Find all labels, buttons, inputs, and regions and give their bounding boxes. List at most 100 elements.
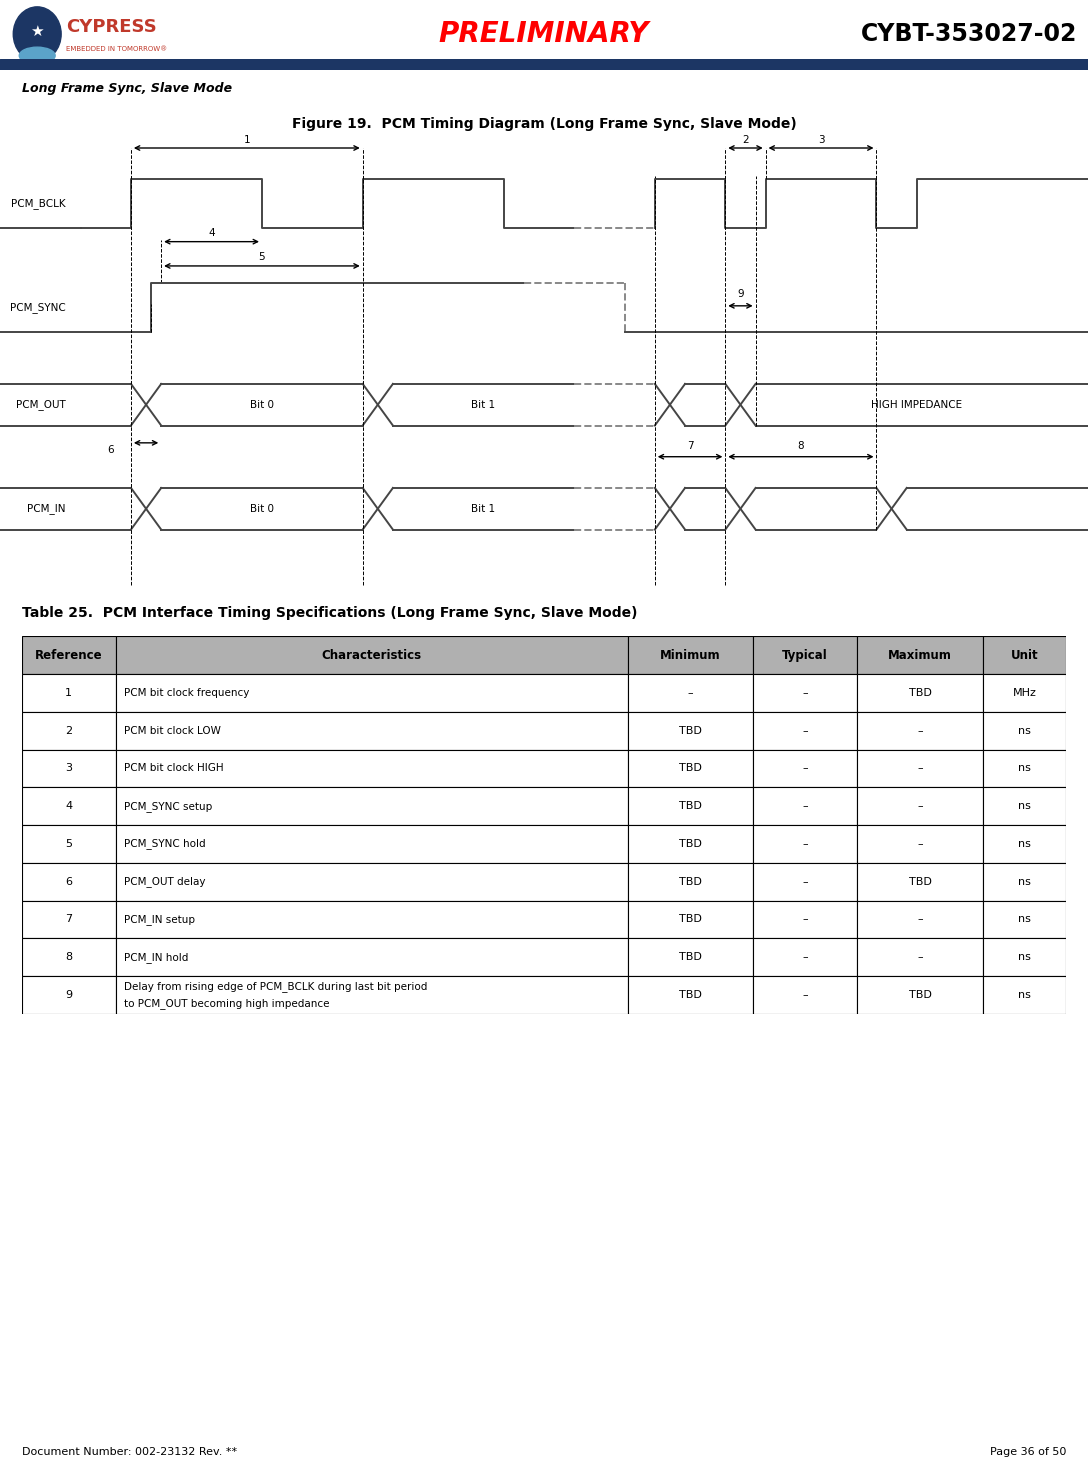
Text: Document Number: 002-23132 Rev. **: Document Number: 002-23132 Rev. ** — [22, 1447, 237, 1456]
Text: 5: 5 — [259, 253, 265, 262]
Text: ns: ns — [1018, 725, 1031, 736]
Text: ★: ★ — [30, 24, 44, 38]
Bar — [982, 675, 1066, 712]
Text: Reference: Reference — [35, 648, 102, 662]
Text: 7: 7 — [65, 915, 72, 925]
Text: HIGH IMPEDANCE: HIGH IMPEDANCE — [871, 400, 962, 410]
Bar — [857, 977, 982, 1014]
Text: PCM_SYNC: PCM_SYNC — [10, 302, 65, 312]
Bar — [982, 900, 1066, 938]
Bar — [753, 675, 857, 712]
Text: 4: 4 — [208, 228, 214, 238]
Text: PCM_BCLK: PCM_BCLK — [11, 198, 65, 209]
Bar — [628, 938, 753, 977]
Bar — [115, 636, 628, 675]
Bar — [857, 750, 982, 787]
Text: PCM bit clock frequency: PCM bit clock frequency — [124, 688, 249, 699]
Text: TBD: TBD — [679, 952, 702, 962]
Bar — [753, 750, 857, 787]
Text: 2: 2 — [65, 725, 72, 736]
Text: –: – — [802, 876, 808, 887]
Bar — [22, 938, 115, 977]
Text: 1: 1 — [244, 135, 250, 145]
Text: 6: 6 — [65, 876, 72, 887]
Text: –: – — [917, 725, 923, 736]
Text: 7: 7 — [687, 441, 693, 451]
Text: PCM bit clock LOW: PCM bit clock LOW — [124, 725, 221, 736]
Text: ns: ns — [1018, 764, 1031, 774]
Bar — [22, 787, 115, 826]
Text: –: – — [917, 839, 923, 850]
Ellipse shape — [20, 47, 55, 64]
Bar — [115, 750, 628, 787]
Text: –: – — [802, 952, 808, 962]
Text: PCM_SYNC hold: PCM_SYNC hold — [124, 839, 206, 850]
Text: –: – — [802, 764, 808, 774]
Bar — [22, 826, 115, 863]
Bar — [628, 675, 753, 712]
Text: ns: ns — [1018, 990, 1031, 1000]
Text: Bit 1: Bit 1 — [471, 400, 496, 410]
Bar — [753, 787, 857, 826]
Bar — [628, 900, 753, 938]
Text: PCM_OUT delay: PCM_OUT delay — [124, 876, 206, 887]
Text: to PCM_OUT becoming high impedance: to PCM_OUT becoming high impedance — [124, 998, 330, 1009]
Text: 8: 8 — [798, 441, 804, 451]
Bar — [753, 900, 857, 938]
Text: 9: 9 — [738, 289, 744, 299]
Text: PCM_IN hold: PCM_IN hold — [124, 952, 188, 962]
Text: ns: ns — [1018, 915, 1031, 925]
Bar — [115, 900, 628, 938]
Text: PCM_SYNC setup: PCM_SYNC setup — [124, 801, 212, 811]
Text: Table 25.  PCM Interface Timing Specifications (Long Frame Sync, Slave Mode): Table 25. PCM Interface Timing Specifica… — [22, 605, 638, 620]
Text: –: – — [802, 915, 808, 925]
Text: –: – — [802, 725, 808, 736]
Bar — [22, 636, 115, 675]
Text: Typical: Typical — [782, 648, 828, 662]
Text: –: – — [802, 688, 808, 699]
Bar — [982, 826, 1066, 863]
Text: 3: 3 — [818, 135, 825, 145]
Bar — [753, 712, 857, 750]
Text: TBD: TBD — [908, 688, 931, 699]
Bar — [115, 675, 628, 712]
Text: –: – — [802, 990, 808, 1000]
Text: ns: ns — [1018, 876, 1031, 887]
Text: Bit 0: Bit 0 — [250, 400, 274, 410]
Bar — [628, 863, 753, 900]
Text: –: – — [802, 839, 808, 850]
Text: –: – — [688, 688, 693, 699]
Text: ns: ns — [1018, 952, 1031, 962]
Bar — [22, 863, 115, 900]
Bar — [753, 863, 857, 900]
Text: 9: 9 — [65, 990, 72, 1000]
Bar — [857, 675, 982, 712]
Bar — [115, 977, 628, 1014]
Bar — [628, 826, 753, 863]
Bar — [115, 863, 628, 900]
Text: 1: 1 — [65, 688, 72, 699]
Bar — [628, 750, 753, 787]
Text: TBD: TBD — [908, 990, 931, 1000]
Bar — [857, 826, 982, 863]
Bar — [628, 636, 753, 675]
Text: 6: 6 — [108, 445, 114, 454]
Text: PCM_OUT: PCM_OUT — [15, 400, 65, 410]
Text: 5: 5 — [65, 839, 72, 850]
Bar — [857, 900, 982, 938]
Bar — [982, 787, 1066, 826]
Text: TBD: TBD — [679, 801, 702, 811]
Text: ns: ns — [1018, 801, 1031, 811]
Text: Bit 0: Bit 0 — [250, 503, 274, 514]
Text: PCM bit clock HIGH: PCM bit clock HIGH — [124, 764, 224, 774]
Bar — [982, 712, 1066, 750]
Bar — [628, 712, 753, 750]
Text: Long Frame Sync, Slave Mode: Long Frame Sync, Slave Mode — [22, 83, 232, 95]
Bar — [628, 787, 753, 826]
Bar — [753, 977, 857, 1014]
Bar — [857, 938, 982, 977]
Text: 8: 8 — [65, 952, 72, 962]
Text: Maximum: Maximum — [888, 648, 952, 662]
Bar — [753, 826, 857, 863]
Text: PCM_IN setup: PCM_IN setup — [124, 915, 195, 925]
